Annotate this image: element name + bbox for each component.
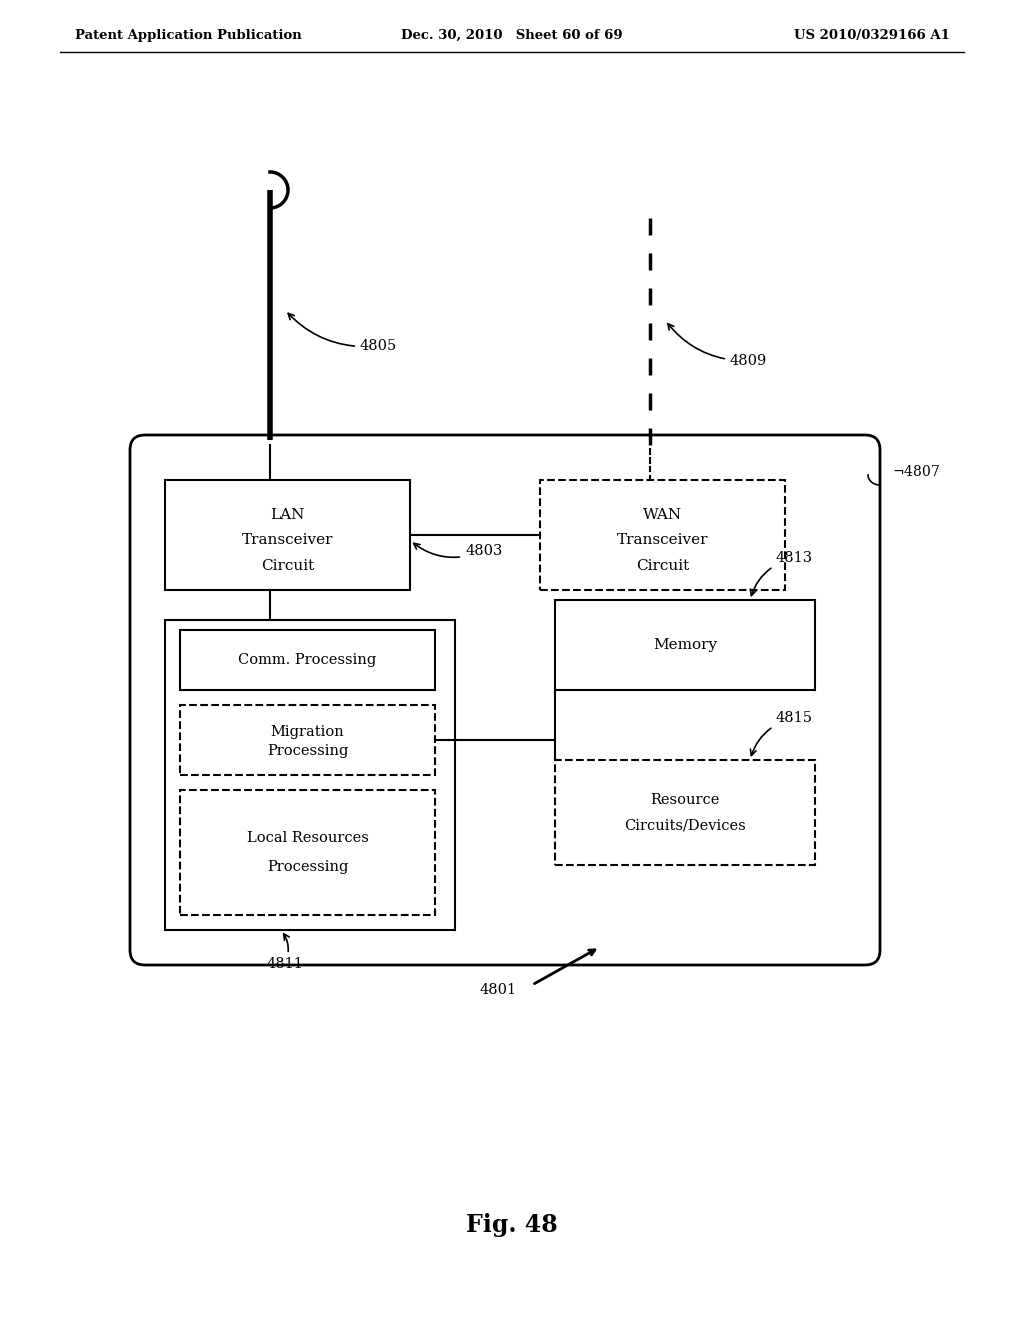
- Bar: [555, 760, 815, 865]
- Text: 4813: 4813: [751, 550, 813, 595]
- Bar: [165, 480, 410, 590]
- Bar: [180, 789, 435, 915]
- Text: Transceiver: Transceiver: [616, 533, 709, 548]
- Text: Processing: Processing: [267, 743, 348, 758]
- Bar: [180, 705, 435, 775]
- Text: Resource: Resource: [650, 793, 720, 807]
- Text: Local Resources: Local Resources: [247, 830, 369, 845]
- Text: Fig. 48: Fig. 48: [466, 1213, 558, 1237]
- Text: Circuit: Circuit: [636, 558, 689, 573]
- Bar: [165, 620, 455, 931]
- Text: 4805: 4805: [288, 313, 397, 352]
- Text: Circuit: Circuit: [261, 558, 314, 573]
- Text: Processing: Processing: [267, 861, 348, 874]
- Text: $\neg$4807: $\neg$4807: [892, 465, 940, 479]
- Bar: [540, 480, 785, 590]
- Text: 4815: 4815: [751, 711, 813, 755]
- Text: Dec. 30, 2010 Sheet 60 of 69: Dec. 30, 2010 Sheet 60 of 69: [401, 29, 623, 41]
- Text: 4811: 4811: [266, 933, 303, 972]
- Text: US 2010/0329166 A1: US 2010/0329166 A1: [795, 29, 950, 41]
- Text: Migration: Migration: [270, 725, 344, 739]
- Text: LAN: LAN: [270, 508, 305, 523]
- Text: Transceiver: Transceiver: [242, 533, 333, 548]
- Text: 4801: 4801: [480, 983, 517, 997]
- Text: Circuits/Devices: Circuits/Devices: [624, 818, 745, 832]
- Text: Patent Application Publication: Patent Application Publication: [75, 29, 302, 41]
- Text: 4803: 4803: [414, 544, 503, 558]
- FancyBboxPatch shape: [130, 436, 880, 965]
- Text: WAN: WAN: [643, 508, 682, 523]
- Bar: [180, 630, 435, 690]
- Text: Memory: Memory: [653, 638, 717, 652]
- Text: 4809: 4809: [668, 323, 767, 368]
- Bar: [555, 601, 815, 690]
- Text: Comm. Processing: Comm. Processing: [239, 653, 377, 667]
